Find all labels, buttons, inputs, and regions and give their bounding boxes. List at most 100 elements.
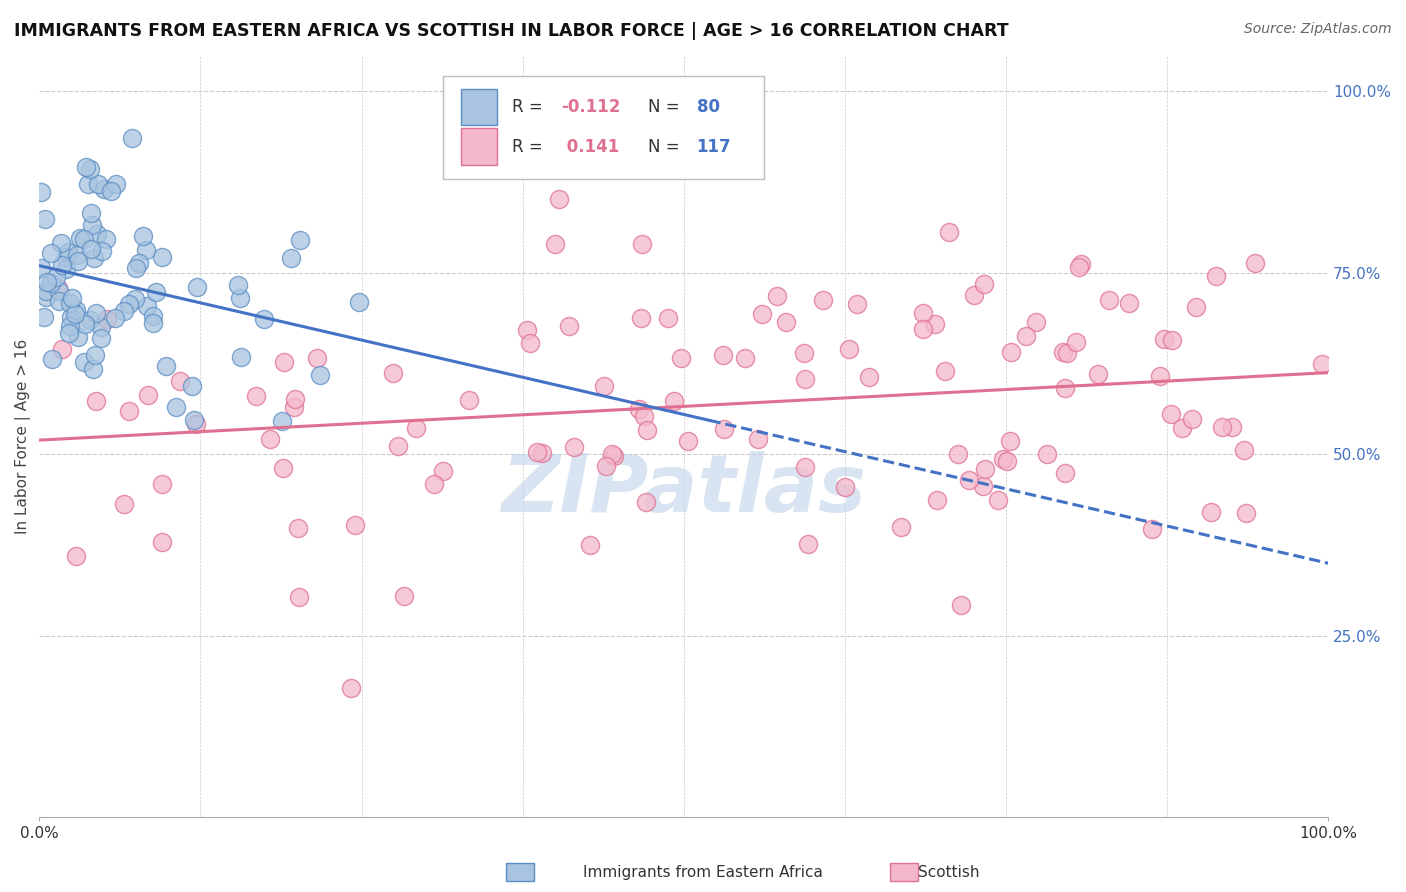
Point xyxy=(252,311,274,326)
FancyBboxPatch shape xyxy=(443,77,763,178)
Point xyxy=(793,346,815,360)
Point xyxy=(288,233,311,247)
Point xyxy=(283,400,305,414)
Point xyxy=(65,549,87,563)
Point xyxy=(631,237,654,252)
Point xyxy=(34,284,56,298)
Point xyxy=(67,330,90,344)
Point xyxy=(51,342,73,356)
Point xyxy=(259,432,281,446)
Text: 117: 117 xyxy=(696,137,731,155)
Point xyxy=(79,162,101,177)
Point xyxy=(775,315,797,329)
Point xyxy=(381,367,404,381)
Point xyxy=(82,218,104,232)
Point xyxy=(93,182,115,196)
Point xyxy=(59,319,82,334)
Point xyxy=(344,517,367,532)
Point xyxy=(1205,268,1227,283)
Point xyxy=(657,310,679,325)
Point xyxy=(82,362,104,376)
Point xyxy=(793,459,815,474)
Point xyxy=(794,371,817,385)
Point xyxy=(734,351,756,365)
Point xyxy=(35,290,58,304)
Point xyxy=(80,243,103,257)
Point xyxy=(51,258,73,272)
Point xyxy=(118,297,141,311)
Point xyxy=(180,379,202,393)
Text: R =: R = xyxy=(512,98,548,116)
Point xyxy=(993,452,1015,467)
Point xyxy=(1118,296,1140,310)
Point xyxy=(1054,381,1077,395)
Point xyxy=(183,413,205,427)
Point xyxy=(946,447,969,461)
Point xyxy=(309,368,332,383)
Point xyxy=(1149,368,1171,383)
Point xyxy=(271,414,294,428)
Point xyxy=(96,312,118,326)
Point xyxy=(797,537,820,551)
Point xyxy=(664,394,686,409)
Point xyxy=(75,160,97,174)
Text: -0.112: -0.112 xyxy=(561,98,620,116)
Point xyxy=(458,393,481,408)
Point xyxy=(86,227,108,242)
Point xyxy=(184,417,207,432)
Point xyxy=(1015,329,1038,343)
Point xyxy=(132,229,155,244)
Point xyxy=(519,336,541,351)
Point xyxy=(39,246,62,260)
Point xyxy=(890,520,912,534)
Point xyxy=(65,303,87,318)
Point xyxy=(128,256,150,270)
Point xyxy=(45,269,67,284)
Point xyxy=(1066,335,1088,350)
Point xyxy=(112,303,135,318)
Point xyxy=(347,294,370,309)
Point xyxy=(245,389,267,403)
Point xyxy=(845,297,868,311)
Point xyxy=(515,323,537,337)
Point xyxy=(531,446,554,460)
Point xyxy=(150,250,173,264)
Point xyxy=(544,236,567,251)
Point xyxy=(811,293,834,307)
Point xyxy=(1312,357,1334,371)
Point xyxy=(124,260,146,275)
Point xyxy=(41,351,63,366)
Point xyxy=(957,474,980,488)
Point xyxy=(562,440,585,454)
Point xyxy=(838,343,860,357)
Point xyxy=(226,277,249,292)
Point xyxy=(112,497,135,511)
Point xyxy=(84,349,107,363)
Point xyxy=(103,311,125,326)
Text: R =: R = xyxy=(512,137,548,155)
Point xyxy=(1220,419,1243,434)
Point xyxy=(124,292,146,306)
Point xyxy=(603,450,626,464)
Point xyxy=(90,244,112,258)
Point xyxy=(938,226,960,240)
Point xyxy=(636,424,658,438)
Point xyxy=(66,248,89,262)
Point xyxy=(600,448,623,462)
Point xyxy=(1171,420,1194,434)
Point xyxy=(405,421,427,435)
Point xyxy=(858,369,880,384)
Point xyxy=(713,422,735,436)
Point xyxy=(287,590,309,604)
Text: ZIPatlas: ZIPatlas xyxy=(501,450,866,529)
Point xyxy=(634,494,657,508)
Point xyxy=(145,285,167,299)
Point xyxy=(121,131,143,145)
Point xyxy=(998,434,1021,449)
Point xyxy=(86,178,108,192)
Point xyxy=(526,445,548,459)
Point xyxy=(76,177,98,191)
Point xyxy=(59,296,82,310)
Point xyxy=(1233,442,1256,457)
Point xyxy=(48,293,70,308)
